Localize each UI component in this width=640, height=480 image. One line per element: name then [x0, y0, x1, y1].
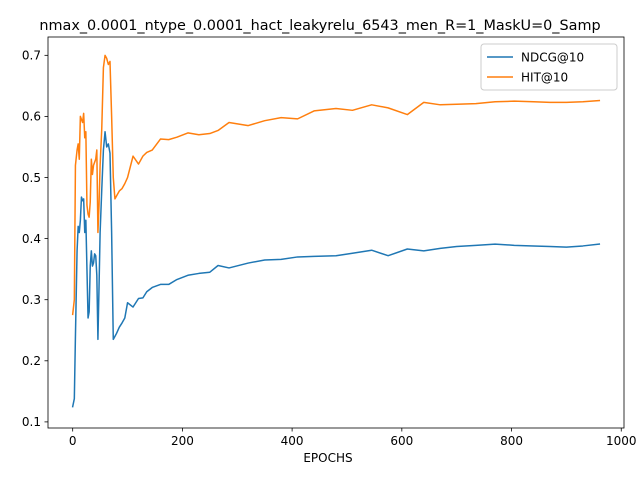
axes: 0 200 400 600 800 1000 0.1 0.2 0.3 0.4 0.5 0.6 0.7 — [22, 36, 637, 448]
x-axis-label: EPOCHS — [303, 451, 352, 465]
y-tick-label: 0.5 — [22, 171, 41, 185]
y-tick-label: 0.6 — [22, 110, 41, 124]
y-tick-label: 0.3 — [22, 293, 41, 307]
chart-title: nmax_0.0001_ntype_0.0001_hact_leakyrelu_… — [39, 18, 600, 34]
legend: NDCG@10 HIT@10 — [480, 43, 618, 91]
x-tick-label: 600 — [390, 434, 413, 448]
plot-area — [71, 54, 601, 408]
legend-label-ndcg-10: NDCG@10 — [521, 50, 584, 64]
legend-box — [480, 43, 618, 91]
x-tick-label: 800 — [500, 434, 523, 448]
y-tick-label: 0.1 — [22, 415, 41, 429]
x-tick-label: 400 — [281, 434, 304, 448]
y-tick-label: 0.7 — [22, 49, 41, 63]
series-line-hit-10 — [71, 54, 601, 316]
x-tick-label: 0 — [69, 434, 77, 448]
y-tick-label: 0.2 — [22, 354, 41, 368]
legend-label-hit-10: HIT@10 — [521, 70, 568, 84]
axes-frame — [47, 36, 625, 429]
y-tick-label: 0.4 — [22, 232, 41, 246]
x-tick-label: 1000 — [606, 434, 637, 448]
series-line-ndcg-10 — [71, 130, 601, 408]
x-tick-label: 200 — [171, 434, 194, 448]
